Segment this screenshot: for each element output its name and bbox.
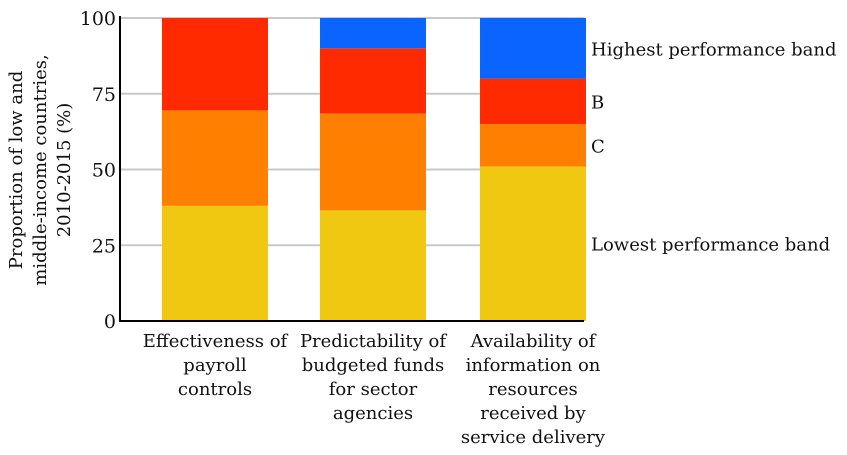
legend-label-3: Highest performance band	[591, 39, 837, 60]
bars	[162, 18, 586, 321]
bar-segment-1-2	[320, 48, 426, 114]
bar-segment-1-0	[320, 210, 426, 321]
category-labels: Effectiveness of payroll controlsPredictab…	[143, 331, 606, 448]
legend: Lowest performance band C B Highest perform…	[591, 39, 837, 255]
bar-segment-0-2	[162, 18, 268, 111]
category-label-1: Predictability of budgeted funds for secto…	[300, 331, 447, 424]
bar-segment-2-2	[480, 78, 586, 125]
y-tick-labels: 0 25 50 75 100	[80, 8, 116, 333]
bar-segment-2-3	[480, 18, 586, 79]
bar-segment-2-0	[480, 166, 586, 321]
y-axis-title: Proportion of low and middle-income count…	[6, 54, 75, 285]
category-label-2: Availability of information on resources re…	[461, 331, 606, 448]
axes	[119, 16, 584, 322]
bar-segment-2-1	[480, 124, 586, 167]
bar-segment-0-0	[162, 205, 268, 321]
y-tick-label-100: 100	[80, 8, 116, 30]
bar-segment-0-1	[162, 110, 268, 206]
legend-label-0: Lowest performance band	[591, 235, 830, 256]
y-axis-label: Proportion of low and middle-income count…	[6, 54, 75, 285]
y-tick-label-25: 25	[92, 235, 116, 257]
bar-segment-1-1	[320, 113, 426, 211]
y-tick-label-75: 75	[92, 84, 116, 106]
legend-label-2: B	[591, 92, 604, 113]
bar-segment-1-3	[320, 18, 426, 49]
category-label-0: Effectiveness of payroll controls	[143, 331, 289, 400]
y-tick-label-0: 0	[104, 311, 116, 333]
y-tick-label-50: 50	[92, 160, 116, 182]
legend-label-1: C	[591, 136, 605, 157]
